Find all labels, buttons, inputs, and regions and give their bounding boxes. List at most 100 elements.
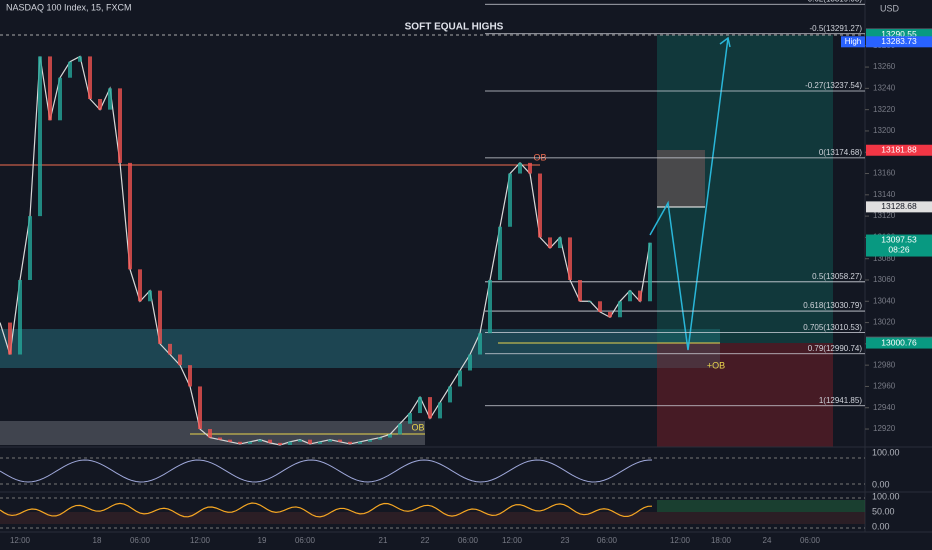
candle	[228, 439, 232, 442]
y-tick-label: 12920	[873, 424, 896, 433]
candle	[38, 56, 42, 217]
price-tag-label: 13290.55	[881, 29, 917, 39]
osc-band	[657, 500, 865, 512]
x-tick-label: 22	[421, 536, 430, 545]
candle	[538, 173, 542, 238]
price-tag	[866, 234, 932, 257]
y-tick-label: 13080	[873, 254, 896, 263]
candle	[258, 439, 262, 442]
candle	[338, 439, 342, 442]
candle	[478, 333, 482, 355]
candle	[278, 442, 282, 445]
candle	[498, 226, 502, 280]
x-tick-label: 06:00	[800, 536, 821, 545]
candle	[208, 429, 212, 438]
candle	[428, 397, 432, 419]
candle	[98, 99, 102, 110]
x-tick-label: 06:00	[458, 536, 479, 545]
oscillator-wave	[0, 459, 653, 483]
y-tick-label: 13200	[873, 126, 896, 135]
candle	[138, 269, 142, 302]
candle	[588, 301, 592, 303]
candle	[178, 354, 182, 366]
price-tag	[866, 337, 932, 349]
osc-tick: 0.00	[872, 521, 890, 531]
candle	[148, 290, 152, 302]
candle	[468, 354, 472, 371]
supply-box	[657, 150, 705, 207]
ob-label: OB	[533, 152, 546, 162]
x-tick-label: 06:00	[597, 536, 618, 545]
candle	[78, 56, 82, 62]
candle	[408, 413, 412, 424]
price-tag	[866, 144, 932, 156]
y-tick-label: 13260	[873, 62, 896, 71]
candle	[298, 439, 302, 442]
stop-zone	[657, 343, 833, 447]
candle	[438, 402, 442, 419]
x-tick-label: 06:00	[130, 536, 151, 545]
candle	[218, 437, 222, 440]
x-tick-label: 23	[561, 536, 570, 545]
candle	[448, 386, 452, 403]
fib-label: 1(12941.85)	[819, 396, 862, 405]
osc-band	[0, 512, 865, 524]
candle	[368, 439, 372, 442]
ob-label: OB	[411, 422, 424, 432]
chart-title: NASDAQ 100 Index, 15, FXCM	[6, 2, 132, 12]
candle	[198, 386, 202, 430]
candle	[58, 77, 62, 121]
candle	[268, 439, 272, 443]
candle	[648, 242, 652, 302]
x-tick-label: 19	[258, 536, 267, 545]
candle	[168, 343, 172, 355]
candle	[618, 301, 622, 318]
x-tick-label: 12:00	[670, 536, 691, 545]
price-tag-label: 13097.53	[881, 234, 917, 244]
osc-tick: 100.00	[872, 447, 900, 457]
osc-tick: 50.00	[872, 506, 895, 516]
candle	[488, 279, 492, 334]
y-tick-label: 12960	[873, 382, 896, 391]
fib-label: 0(13174.68)	[819, 148, 862, 157]
x-tick-label: 06:00	[295, 536, 316, 545]
fib-label: 0.5(13058.27)	[812, 272, 862, 281]
candle	[418, 397, 422, 414]
y-tick-label: 13040	[873, 296, 896, 305]
candle	[628, 290, 632, 302]
arrow-head	[719, 36, 731, 48]
price-tag-label: 13283.73	[881, 36, 917, 46]
candle	[238, 441, 242, 444]
candle	[378, 437, 382, 440]
candle	[508, 173, 512, 227]
candle	[118, 88, 122, 163]
price-tag	[866, 201, 932, 213]
fib-label: -0.27(13237.54)	[805, 81, 862, 90]
candle	[388, 434, 392, 438]
y-tick-label: 13060	[873, 275, 896, 284]
y-tick-label: 13160	[873, 169, 896, 178]
y-tick-label: 13020	[873, 318, 896, 327]
candle	[328, 439, 332, 442]
candle	[308, 439, 312, 444]
ob-label: +OB	[707, 360, 725, 370]
candle	[128, 162, 132, 270]
candle	[288, 441, 292, 445]
fib-label: 0.79(12990.74)	[808, 344, 863, 353]
x-tick-label: 12:00	[502, 536, 523, 545]
candle	[48, 56, 52, 121]
candle	[558, 237, 562, 249]
candle	[598, 301, 602, 312]
osc-tick: 0.00	[872, 479, 890, 489]
candle	[68, 61, 72, 78]
x-tick-label: 12:00	[190, 536, 211, 545]
candle	[528, 162, 532, 174]
candle	[158, 290, 162, 344]
y-tick-label: 13120	[873, 211, 896, 220]
annotation: SOFT EQUAL HIGHS	[405, 22, 504, 33]
candle	[638, 290, 642, 302]
fib-label: 0.705(13010.53)	[803, 323, 862, 332]
x-tick-label: 24	[763, 536, 772, 545]
candle	[28, 216, 32, 280]
